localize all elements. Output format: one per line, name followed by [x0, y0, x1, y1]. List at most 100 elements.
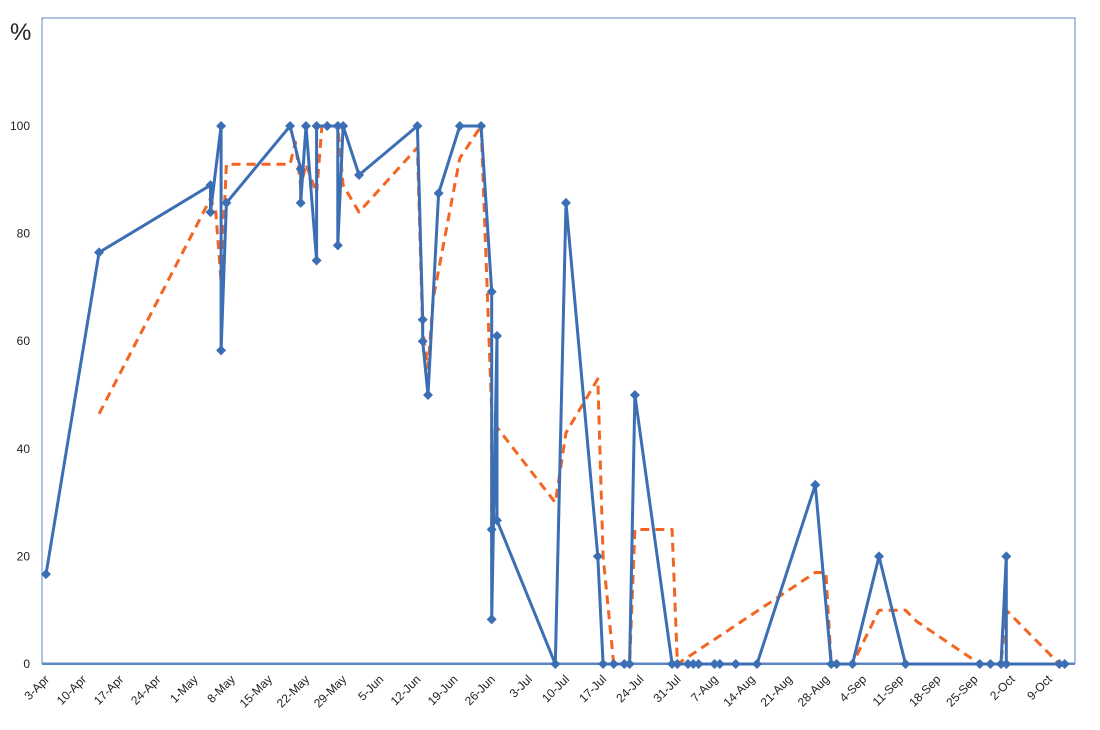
- data-point-marker: [300, 121, 311, 131]
- x-tick-label: 19-Jun: [425, 672, 461, 708]
- data-point-marker: [433, 188, 444, 199]
- data-point-marker: [709, 659, 720, 669]
- x-tick-label: 21-Aug: [758, 672, 795, 709]
- data-point-marker: [486, 286, 497, 297]
- data-point-marker: [560, 197, 571, 208]
- data-point-marker: [826, 659, 837, 669]
- x-tick-label: 5-Jun: [355, 672, 386, 703]
- data-point-marker: [667, 659, 678, 669]
- trend-line: [97, 124, 1061, 666]
- data-point-marker: [41, 569, 51, 580]
- data-point-marker: [417, 314, 428, 325]
- data-point-marker: [354, 169, 365, 180]
- data-point-marker: [486, 524, 497, 535]
- x-tick-labels: 3-Apr 10-Apr 17-Apr 24-Apr 1-May 8-May15-May2…: [21, 672, 1055, 711]
- x-tick-label: 22-May: [274, 672, 312, 710]
- y-tick-label: 80: [17, 227, 31, 241]
- y-tick-label: 60: [17, 334, 31, 348]
- data-point-marker: [598, 659, 609, 669]
- data-point-marker: [1001, 659, 1012, 669]
- x-tick-label: 29-May: [311, 672, 349, 710]
- x-tick-label: 3-Jul: [507, 672, 535, 700]
- data-point-marker: [619, 659, 630, 669]
- data-point-marker: [94, 247, 105, 258]
- x-tick-label: 4-Sep: [837, 672, 870, 705]
- data-point-marker: [629, 390, 640, 400]
- x-tick-label: 12-Jun: [388, 672, 424, 708]
- data-point-marker: [476, 121, 487, 131]
- data-point-marker: [688, 659, 699, 669]
- x-tick-label: 2-Oct: [987, 672, 1018, 703]
- x-tick-label: 1-May: [167, 672, 200, 705]
- data-point-marker: [423, 390, 434, 400]
- x-tick-label: 15-May: [237, 672, 275, 710]
- x-tick-label: 18-Sep: [906, 672, 943, 709]
- y-axis-label: %: [10, 19, 31, 46]
- data-point-marker: [486, 614, 497, 625]
- y-tick-label: 20: [17, 549, 31, 563]
- x-tick-label: 25-Sep: [943, 672, 980, 709]
- y-tick-label: 0: [23, 657, 30, 671]
- x-tick-label: 7-Aug: [688, 672, 721, 705]
- data-point-marker: [1001, 551, 1012, 562]
- x-tick-label: 10-Jul: [539, 672, 572, 705]
- x-tick-label: 10-Apr: [54, 672, 89, 707]
- data-point-marker: [216, 121, 227, 131]
- data-point-marker: [831, 659, 842, 669]
- data-point-marker: [332, 240, 343, 251]
- data-point-marker: [412, 121, 423, 131]
- data-point-marker: [873, 551, 884, 562]
- data-point-marker: [693, 659, 704, 669]
- data-point-marker: [295, 164, 306, 175]
- y-tick-label: 40: [17, 442, 31, 456]
- data-point-marker: [1054, 659, 1065, 669]
- data-point-marker: [900, 659, 911, 669]
- data-point-marker: [311, 255, 322, 266]
- y-tick-labels: 0 20 40 60 80 100: [10, 119, 30, 671]
- data-point-marker: [205, 180, 216, 191]
- data-point-marker: [205, 207, 216, 218]
- x-tick-label: 14-Aug: [721, 672, 758, 709]
- data-point-marker: [338, 121, 349, 131]
- data-point-marker: [491, 515, 502, 526]
- data-point-marker: [624, 659, 635, 669]
- x-tick-label: 24-Apr: [128, 672, 163, 707]
- data-point-marker: [491, 330, 502, 341]
- y-tick-label: 100: [10, 119, 30, 133]
- x-tick-label: 9-Oct: [1024, 672, 1055, 703]
- data-point-marker: [996, 659, 1007, 669]
- data-point-marker: [332, 121, 343, 131]
- data-point-marker: [295, 197, 306, 208]
- data-point-marker: [730, 659, 741, 669]
- series-line: [44, 124, 1065, 666]
- x-tick-label: 8-May: [204, 672, 237, 705]
- x-tick-label: 3-Apr: [21, 672, 52, 703]
- x-tick-label: 31-Jul: [650, 672, 683, 705]
- data-point-marker: [311, 121, 322, 131]
- x-tick-label: 11-Sep: [870, 672, 907, 709]
- data-point-marker: [847, 659, 858, 669]
- data-point-marker: [285, 121, 296, 131]
- data-point-marker: [985, 659, 996, 669]
- data-point-marker: [221, 197, 232, 208]
- data-point-marker: [682, 659, 693, 669]
- series-layer: [41, 121, 1070, 669]
- x-tick-label: 24-Jul: [613, 672, 646, 705]
- x-tick-label: 17-Jul: [576, 672, 609, 705]
- x-tick-label: 28-Aug: [795, 672, 832, 709]
- data-point-marker: [216, 345, 227, 356]
- data-point-marker: [417, 336, 428, 347]
- data-point-marker: [454, 121, 465, 131]
- data-point-marker: [751, 659, 762, 669]
- data-point-marker: [1059, 659, 1070, 669]
- data-point-marker: [810, 479, 821, 490]
- x-tick-label: 26-Jun: [462, 672, 498, 708]
- data-point-marker: [322, 121, 333, 131]
- data-point-marker: [608, 659, 619, 669]
- data-point-marker: [592, 551, 603, 562]
- data-point-marker: [714, 659, 725, 669]
- data-point-marker: [550, 659, 561, 669]
- data-point-marker: [672, 659, 683, 669]
- data-point-marker: [974, 659, 985, 669]
